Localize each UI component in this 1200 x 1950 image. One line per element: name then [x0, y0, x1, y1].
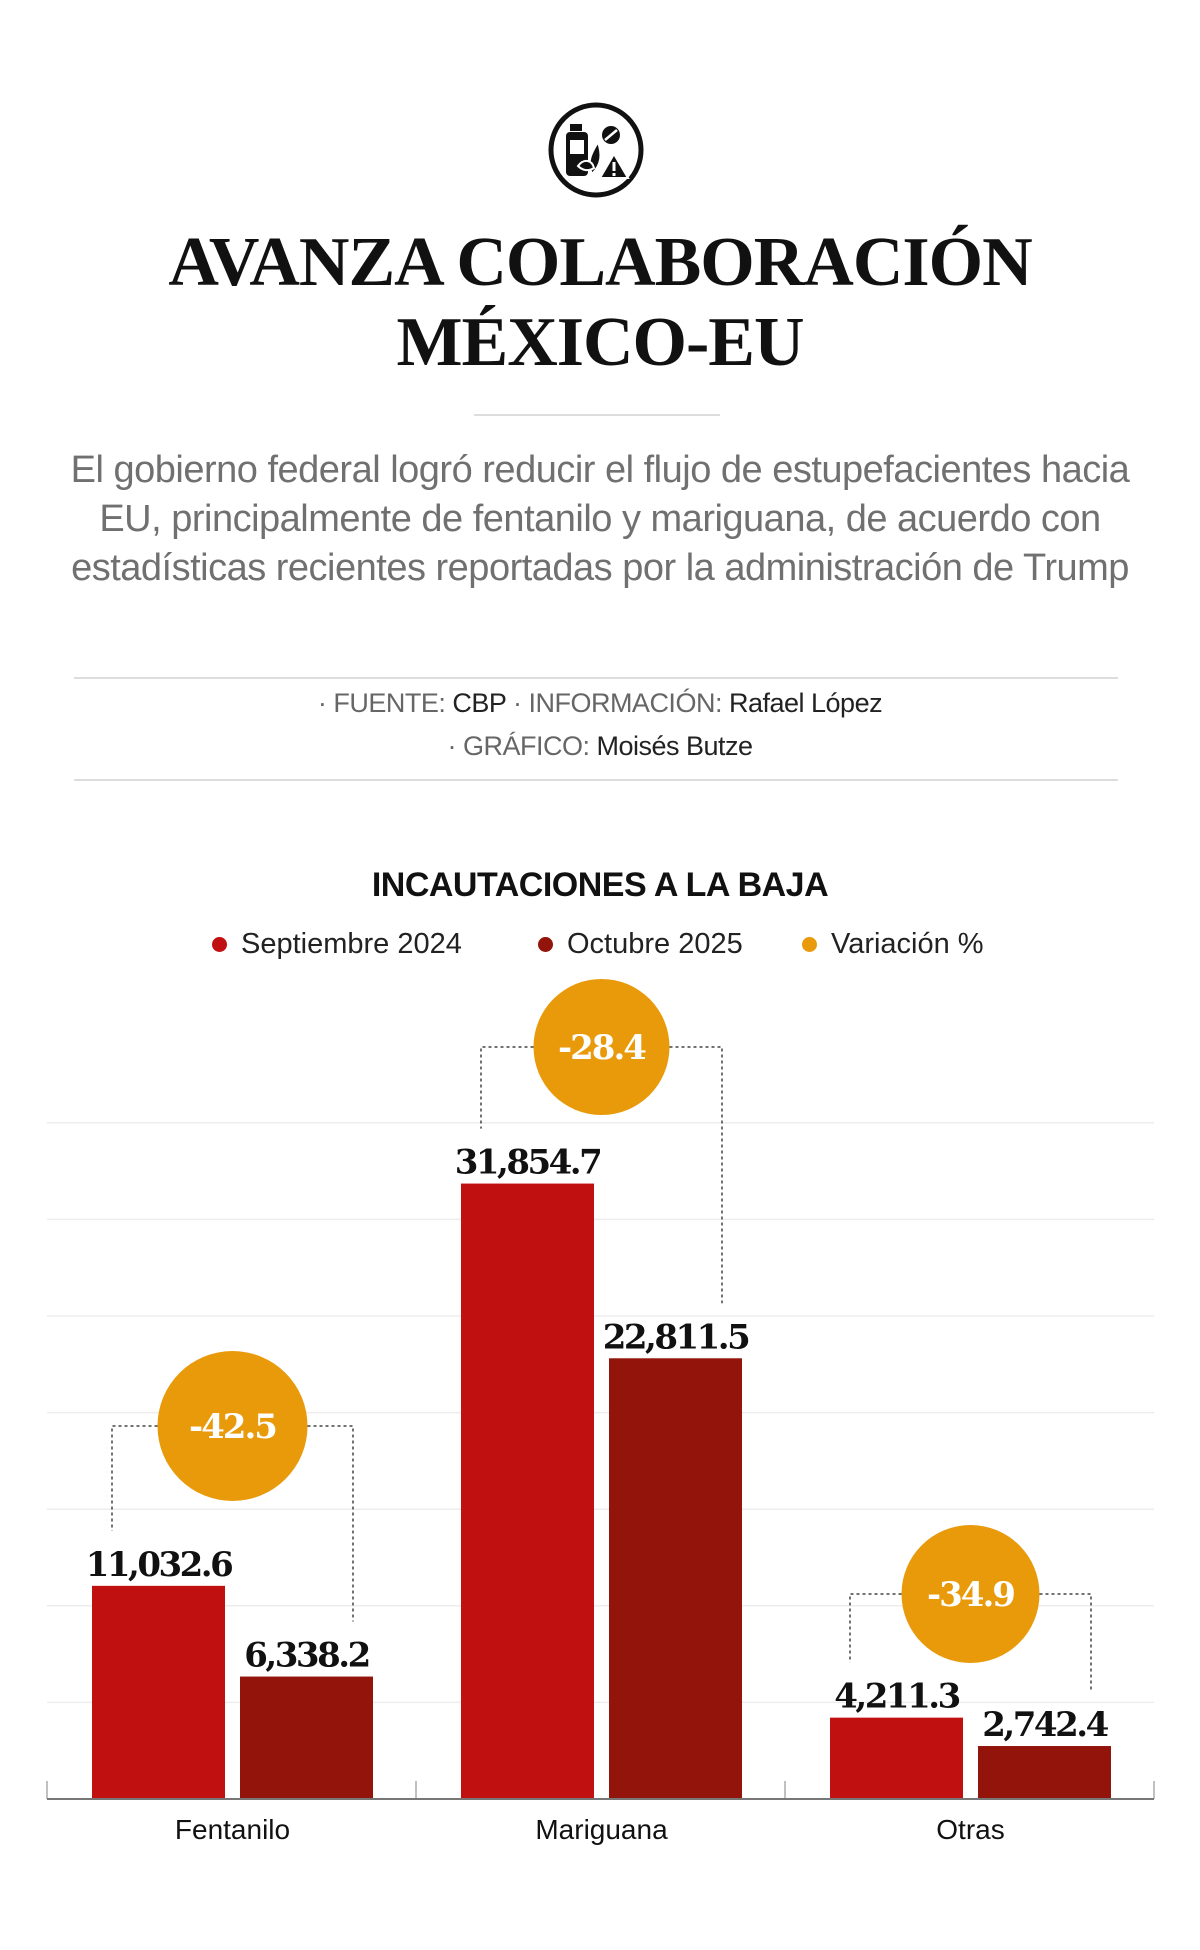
- bracket-left: [480, 1046, 534, 1129]
- graphic-label: · GRÁFICO:: [447, 731, 590, 761]
- variation-circle: [157, 1351, 308, 1501]
- subtitle: El gobierno federal logró reducir el flu…: [70, 449, 1130, 589]
- bar-fentanilo-oct-2025: [240, 1676, 373, 1799]
- value-label: 22,811.5: [603, 1317, 749, 1357]
- bar-chart: 11,032.6 6,338.2 -42.5 Fentanilo 31,854.7 22,…: [46, 979, 1155, 1845]
- chart-title: INCAUTACIONES A LA BAJA: [371, 866, 829, 904]
- value-label: 11,032.6: [86, 1545, 232, 1585]
- credits-line2: · GRÁFICO: Moisés Butze: [0, 731, 1200, 762]
- variation-label: -42.5: [189, 1407, 276, 1447]
- legend-dot: [802, 937, 817, 952]
- bracket-right: [307, 1425, 354, 1622]
- legend-label: Octubre 2025: [567, 928, 743, 960]
- variation-circle: [901, 1525, 1040, 1663]
- graphic-value: Moisés Butze: [596, 731, 753, 761]
- credits-top-divider: [74, 677, 1118, 679]
- credits-line1: · FUENTE: CBP · INFORMACIÓN: Rafael Lópe…: [0, 688, 1200, 719]
- legend-item-sep-2024: Septiembre 2024: [212, 928, 462, 961]
- value-label: 6,338.2: [244, 1636, 368, 1676]
- bar-otras-sep-2024: [830, 1717, 963, 1799]
- page-title-line2: MÉXICO-EU: [396, 304, 804, 381]
- source-label: · FUENTE:: [317, 688, 446, 718]
- legend-label: Variación %: [831, 928, 984, 960]
- bar-mariguana-sep-2024: [461, 1183, 594, 1799]
- legend-item-variation: Variación %: [802, 928, 984, 961]
- title-divider: [474, 414, 720, 416]
- bar-mariguana-oct-2025: [609, 1358, 742, 1799]
- variation-circle: [533, 979, 670, 1115]
- value-label: 4,211.3: [834, 1677, 959, 1717]
- info-value: Rafael López: [728, 688, 883, 718]
- page-title-line1: AVANZA COLABORACIÓN: [168, 224, 1032, 301]
- bracket-right: [669, 1046, 723, 1304]
- category-label: Fentanilo: [175, 1814, 290, 1845]
- credits-bottom-divider: [74, 779, 1118, 781]
- value-label: 31,854.7: [455, 1143, 601, 1183]
- bracket-right: [1039, 1593, 1092, 1692]
- category-label: Mariguana: [535, 1814, 668, 1845]
- legend-label: Septiembre 2024: [241, 928, 462, 960]
- info-label: · INFORMACIÓN:: [512, 688, 723, 718]
- category-label: Otras: [936, 1814, 1004, 1845]
- legend-item-oct-2025: Octubre 2025: [538, 928, 743, 961]
- value-label: 2,742.4: [982, 1705, 1108, 1745]
- bracket-left: [849, 1593, 902, 1663]
- drugs-icon: [548, 102, 644, 198]
- bracket-left: [111, 1425, 158, 1531]
- bar-fentanilo-sep-2024: [92, 1585, 225, 1799]
- variation-label: -28.4: [558, 1028, 646, 1068]
- legend-dot: [538, 937, 553, 952]
- bar-otras-oct-2025: [978, 1746, 1111, 1799]
- variation-label: -34.9: [927, 1575, 1014, 1615]
- legend-dot: [212, 937, 227, 952]
- source-value: CBP: [452, 688, 506, 718]
